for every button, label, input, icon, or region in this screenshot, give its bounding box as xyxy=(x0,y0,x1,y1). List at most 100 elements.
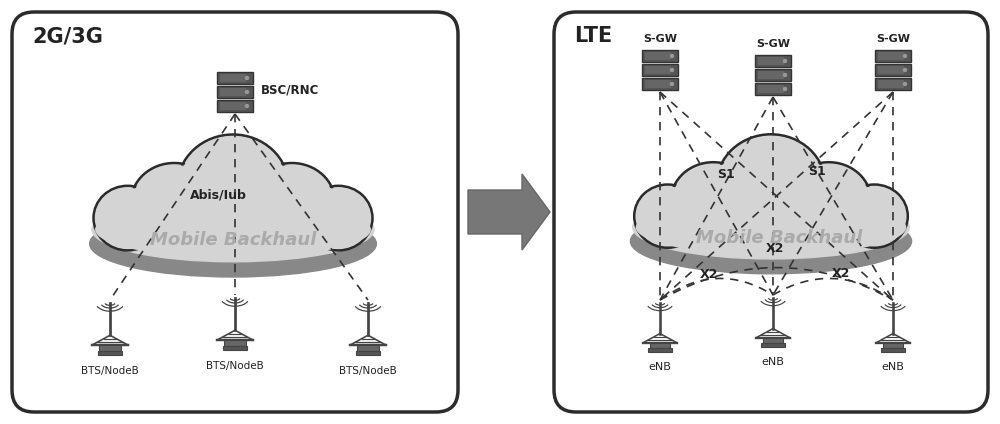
Ellipse shape xyxy=(306,187,371,248)
Text: 2G/3G: 2G/3G xyxy=(32,26,103,46)
FancyBboxPatch shape xyxy=(217,72,253,84)
FancyBboxPatch shape xyxy=(883,343,903,349)
FancyBboxPatch shape xyxy=(875,64,911,76)
FancyBboxPatch shape xyxy=(356,351,380,355)
Ellipse shape xyxy=(250,165,334,241)
Text: BTS/NodeB: BTS/NodeB xyxy=(206,361,264,371)
Text: S-GW: S-GW xyxy=(876,34,910,44)
FancyBboxPatch shape xyxy=(99,345,121,351)
FancyBboxPatch shape xyxy=(755,55,791,67)
Text: eNB: eNB xyxy=(762,357,784,367)
Ellipse shape xyxy=(177,134,289,239)
Ellipse shape xyxy=(92,197,374,262)
Ellipse shape xyxy=(672,164,754,239)
Text: LTE: LTE xyxy=(574,26,612,46)
Text: S-GW: S-GW xyxy=(756,39,790,49)
FancyBboxPatch shape xyxy=(878,66,904,74)
Ellipse shape xyxy=(759,171,838,246)
FancyBboxPatch shape xyxy=(220,74,246,82)
Ellipse shape xyxy=(165,173,245,248)
Text: BSC/RNC: BSC/RNC xyxy=(261,84,319,97)
Ellipse shape xyxy=(94,186,162,251)
Circle shape xyxy=(783,73,787,77)
Ellipse shape xyxy=(718,136,824,235)
Circle shape xyxy=(903,82,907,86)
Ellipse shape xyxy=(95,201,371,258)
Ellipse shape xyxy=(786,162,871,240)
FancyBboxPatch shape xyxy=(875,50,911,62)
FancyBboxPatch shape xyxy=(645,66,671,74)
Circle shape xyxy=(245,104,249,108)
Text: S-GW: S-GW xyxy=(643,34,677,44)
FancyBboxPatch shape xyxy=(648,349,672,352)
Text: Mobile Backhaul: Mobile Backhaul xyxy=(150,231,316,249)
Circle shape xyxy=(783,87,787,91)
Text: BTS/NodeB: BTS/NodeB xyxy=(81,366,139,376)
Circle shape xyxy=(670,82,674,86)
Text: eNB: eNB xyxy=(882,362,904,372)
Ellipse shape xyxy=(788,164,870,239)
FancyBboxPatch shape xyxy=(755,83,791,95)
Circle shape xyxy=(903,68,907,72)
FancyBboxPatch shape xyxy=(12,12,458,412)
Ellipse shape xyxy=(221,173,301,248)
Text: BTS/NodeB: BTS/NodeB xyxy=(339,366,397,376)
Ellipse shape xyxy=(716,134,826,237)
Text: X2: X2 xyxy=(766,242,784,255)
Text: S1: S1 xyxy=(808,165,826,178)
FancyBboxPatch shape xyxy=(875,78,911,90)
Ellipse shape xyxy=(90,210,376,277)
FancyBboxPatch shape xyxy=(755,69,791,81)
FancyBboxPatch shape xyxy=(758,85,784,93)
FancyBboxPatch shape xyxy=(224,340,246,346)
Ellipse shape xyxy=(222,174,299,247)
FancyBboxPatch shape xyxy=(650,343,670,349)
Circle shape xyxy=(670,68,674,72)
FancyBboxPatch shape xyxy=(223,346,247,350)
Ellipse shape xyxy=(636,199,906,255)
Ellipse shape xyxy=(304,186,372,251)
FancyBboxPatch shape xyxy=(220,102,246,110)
Ellipse shape xyxy=(706,173,781,244)
FancyBboxPatch shape xyxy=(878,80,904,88)
Text: X2: X2 xyxy=(700,268,718,281)
FancyBboxPatch shape xyxy=(878,52,904,60)
FancyBboxPatch shape xyxy=(758,57,784,65)
Text: eNB: eNB xyxy=(649,362,671,372)
FancyBboxPatch shape xyxy=(554,12,988,412)
Ellipse shape xyxy=(761,173,836,244)
FancyBboxPatch shape xyxy=(645,52,671,60)
Circle shape xyxy=(903,54,907,58)
FancyBboxPatch shape xyxy=(217,86,253,98)
FancyBboxPatch shape xyxy=(642,50,678,62)
FancyBboxPatch shape xyxy=(220,88,246,96)
Circle shape xyxy=(670,54,674,58)
FancyBboxPatch shape xyxy=(642,64,678,76)
FancyBboxPatch shape xyxy=(357,345,379,351)
FancyBboxPatch shape xyxy=(98,351,122,355)
Text: Mobile Backhaul: Mobile Backhaul xyxy=(696,229,862,247)
Ellipse shape xyxy=(131,163,218,243)
Circle shape xyxy=(245,90,249,94)
FancyBboxPatch shape xyxy=(758,71,784,79)
FancyBboxPatch shape xyxy=(763,338,783,343)
Ellipse shape xyxy=(704,171,783,246)
FancyBboxPatch shape xyxy=(881,349,905,352)
Polygon shape xyxy=(468,174,550,250)
Ellipse shape xyxy=(671,162,756,240)
Ellipse shape xyxy=(636,186,699,246)
Ellipse shape xyxy=(179,136,287,237)
FancyBboxPatch shape xyxy=(645,80,671,88)
Ellipse shape xyxy=(95,187,160,248)
Text: Abis/Iub: Abis/Iub xyxy=(190,189,246,201)
Text: X2: X2 xyxy=(832,267,850,280)
FancyBboxPatch shape xyxy=(217,100,253,112)
FancyBboxPatch shape xyxy=(761,343,785,347)
Ellipse shape xyxy=(843,186,906,246)
Ellipse shape xyxy=(630,209,912,274)
Ellipse shape xyxy=(841,184,908,248)
Text: S1: S1 xyxy=(717,168,735,181)
Ellipse shape xyxy=(248,163,335,243)
Circle shape xyxy=(245,76,249,80)
Ellipse shape xyxy=(633,196,909,259)
